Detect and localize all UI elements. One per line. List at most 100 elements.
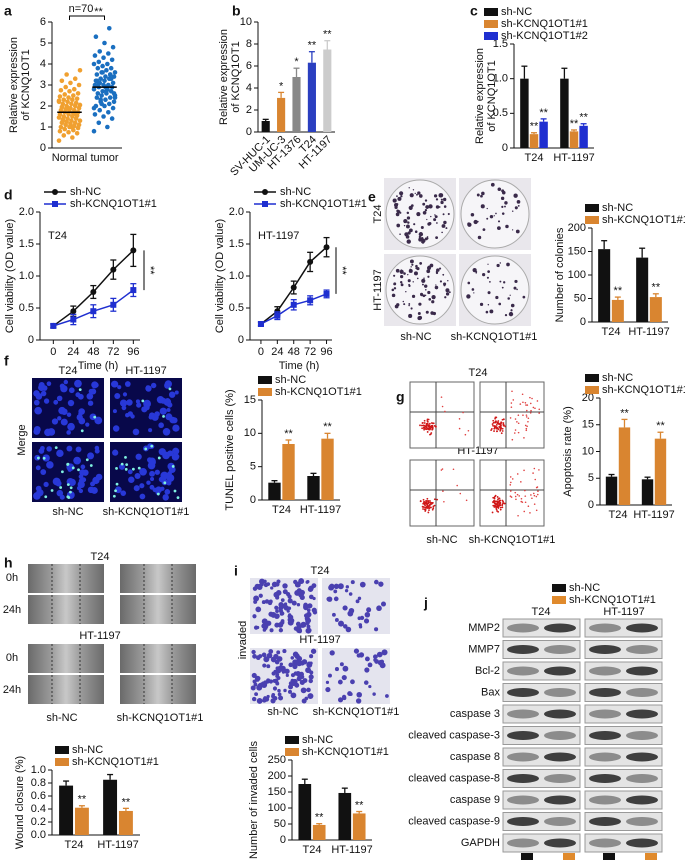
event: [509, 476, 512, 478]
data-point: [108, 76, 114, 81]
event: [535, 509, 538, 512]
event: [516, 473, 519, 475]
event: [426, 420, 429, 423]
nucleus: [126, 399, 133, 406]
colony: [497, 226, 501, 230]
event: [441, 468, 444, 470]
image-col-label: sh-NC: [400, 331, 431, 343]
image-title: HT-1197: [299, 634, 340, 646]
invaded-cell: [310, 648, 317, 654]
event: [529, 512, 531, 514]
event: [424, 427, 426, 430]
bar: [618, 427, 631, 505]
bar: [298, 784, 312, 840]
nucleus: [156, 395, 165, 404]
nucleus: [87, 400, 94, 406]
event: [500, 427, 503, 430]
band: [507, 623, 539, 633]
protein-label: caspase 9: [450, 794, 500, 806]
band: [589, 774, 621, 783]
image-title: T24: [311, 565, 330, 577]
event: [527, 505, 530, 507]
data-point: [95, 65, 101, 71]
colony: [418, 232, 424, 237]
colony: [498, 302, 502, 306]
legend-label: sh-KCNQ1OT1#1: [602, 384, 685, 396]
data-point: [106, 101, 112, 107]
blot: [584, 704, 663, 724]
invaded-cell: [283, 688, 287, 693]
blot: [502, 790, 581, 810]
invaded-cell: [309, 654, 314, 659]
nucleus: [124, 381, 131, 387]
event: [527, 420, 529, 423]
colony: [399, 269, 404, 274]
event: [531, 497, 533, 500]
y-tick-label: 0: [280, 834, 286, 846]
event: [526, 425, 528, 428]
bar: [649, 297, 662, 322]
wound-image: [120, 595, 196, 624]
image-row-label: invaded: [237, 621, 249, 660]
data-point: [65, 116, 70, 121]
invaded-cell: [368, 684, 372, 689]
significance: **: [336, 266, 348, 275]
invaded-cell: [381, 649, 388, 656]
colony: [482, 273, 486, 277]
event: [510, 402, 513, 404]
invaded-cell: [376, 651, 383, 658]
invaded-cell: [253, 595, 260, 602]
invaded-cell: [255, 606, 262, 613]
data-point: [74, 131, 80, 136]
nucleus: [139, 493, 146, 500]
colony: [431, 295, 436, 300]
data-point: [96, 120, 102, 126]
marker: [110, 266, 117, 273]
colony: [412, 281, 414, 283]
event: [497, 420, 500, 422]
band: [544, 645, 576, 654]
band: [544, 623, 576, 633]
event: [523, 510, 526, 513]
colony: [434, 215, 438, 219]
colony: [418, 235, 422, 239]
colony: [441, 231, 443, 234]
x-tick-label: 72: [304, 346, 316, 358]
significance: **: [530, 121, 539, 133]
event: [424, 506, 427, 509]
event: [422, 505, 424, 508]
image-title: T24: [59, 365, 78, 377]
marker: [90, 308, 97, 315]
y-tick-label: 1.0: [19, 270, 34, 282]
blot: [502, 683, 581, 702]
event: [420, 424, 423, 427]
colony: [487, 304, 490, 306]
legend-label: sh-NC: [70, 186, 101, 198]
colony: [508, 311, 514, 317]
event: [525, 414, 528, 416]
nucleus: [75, 446, 82, 453]
nucleus: [63, 379, 69, 385]
band: [544, 666, 576, 676]
colony: [501, 286, 504, 289]
band: [589, 838, 621, 848]
nucleus: [143, 399, 152, 408]
event: [425, 499, 427, 502]
nucleus: [46, 381, 52, 386]
nucleus: [139, 467, 147, 476]
x-tick-label: HT-1197: [97, 839, 138, 851]
nucleus: [90, 486, 98, 494]
panel-letter: g: [396, 389, 405, 405]
y-tick-label: 6: [40, 16, 46, 28]
invaded-cell: [275, 672, 280, 677]
colony: [467, 281, 471, 285]
nucleus: [80, 464, 86, 470]
colony: [506, 262, 510, 267]
event: [431, 427, 434, 429]
event: [524, 424, 527, 427]
nucleus: [78, 488, 84, 494]
colony: [402, 300, 405, 303]
nucleus: [136, 402, 142, 408]
event: [530, 409, 532, 412]
event: [515, 498, 517, 501]
